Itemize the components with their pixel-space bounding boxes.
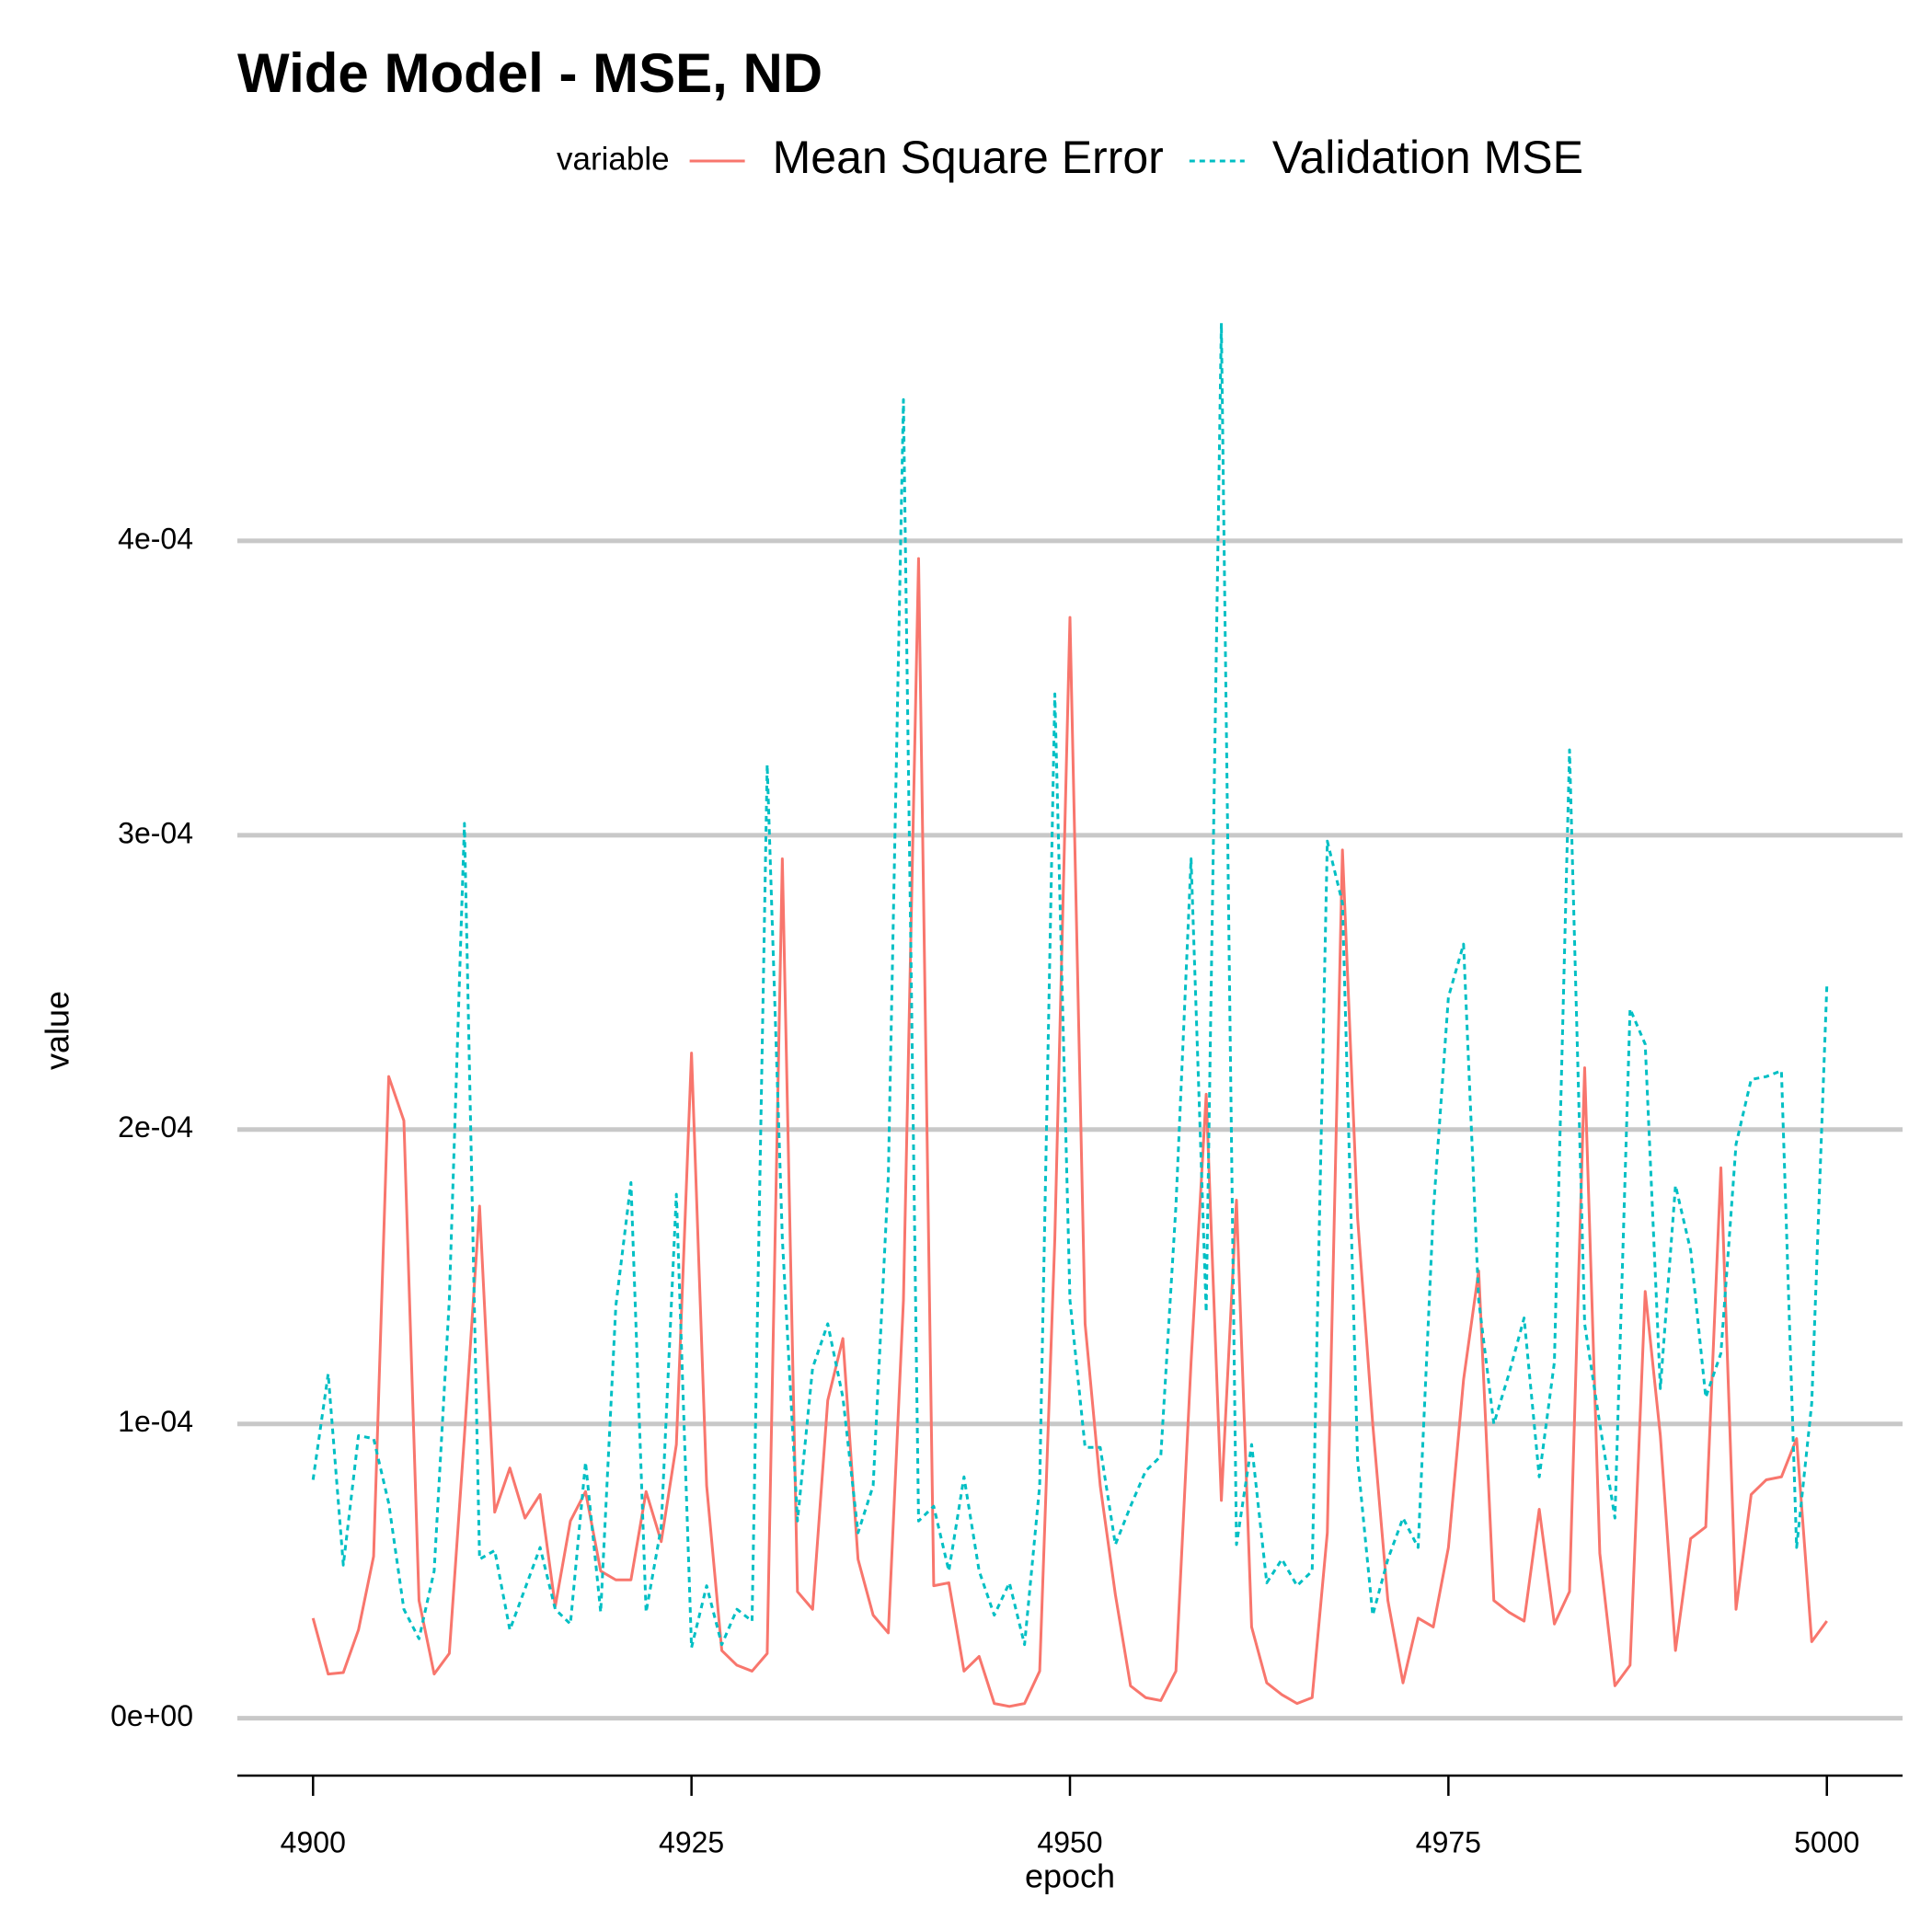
y-tick-label: 3e-04 — [118, 816, 193, 849]
y-tick-label: 4e-04 — [118, 522, 193, 555]
x-tick-label: 4950 — [1037, 1825, 1102, 1858]
x-axis-label: epoch — [1025, 1857, 1115, 1895]
legend-title: variable — [557, 141, 670, 177]
x-tick-label: 4925 — [659, 1825, 724, 1858]
chart-title: Wide Model - MSE, ND — [237, 42, 822, 104]
x-tick-label: 4975 — [1416, 1825, 1481, 1858]
series-line — [311, 321, 1829, 1650]
y-tick-label: 1e-04 — [118, 1405, 193, 1438]
y-tick-label: 0e+00 — [110, 1699, 193, 1732]
legend-label: Mean Square Error — [773, 132, 1164, 183]
y-axis-label: value — [39, 991, 76, 1070]
series-line — [311, 557, 1828, 1708]
x-tick-label: 4900 — [281, 1825, 346, 1858]
legend-label: Validation MSE — [1272, 132, 1583, 183]
x-tick-label: 5000 — [1794, 1825, 1859, 1858]
y-tick-label: 2e-04 — [118, 1110, 193, 1144]
